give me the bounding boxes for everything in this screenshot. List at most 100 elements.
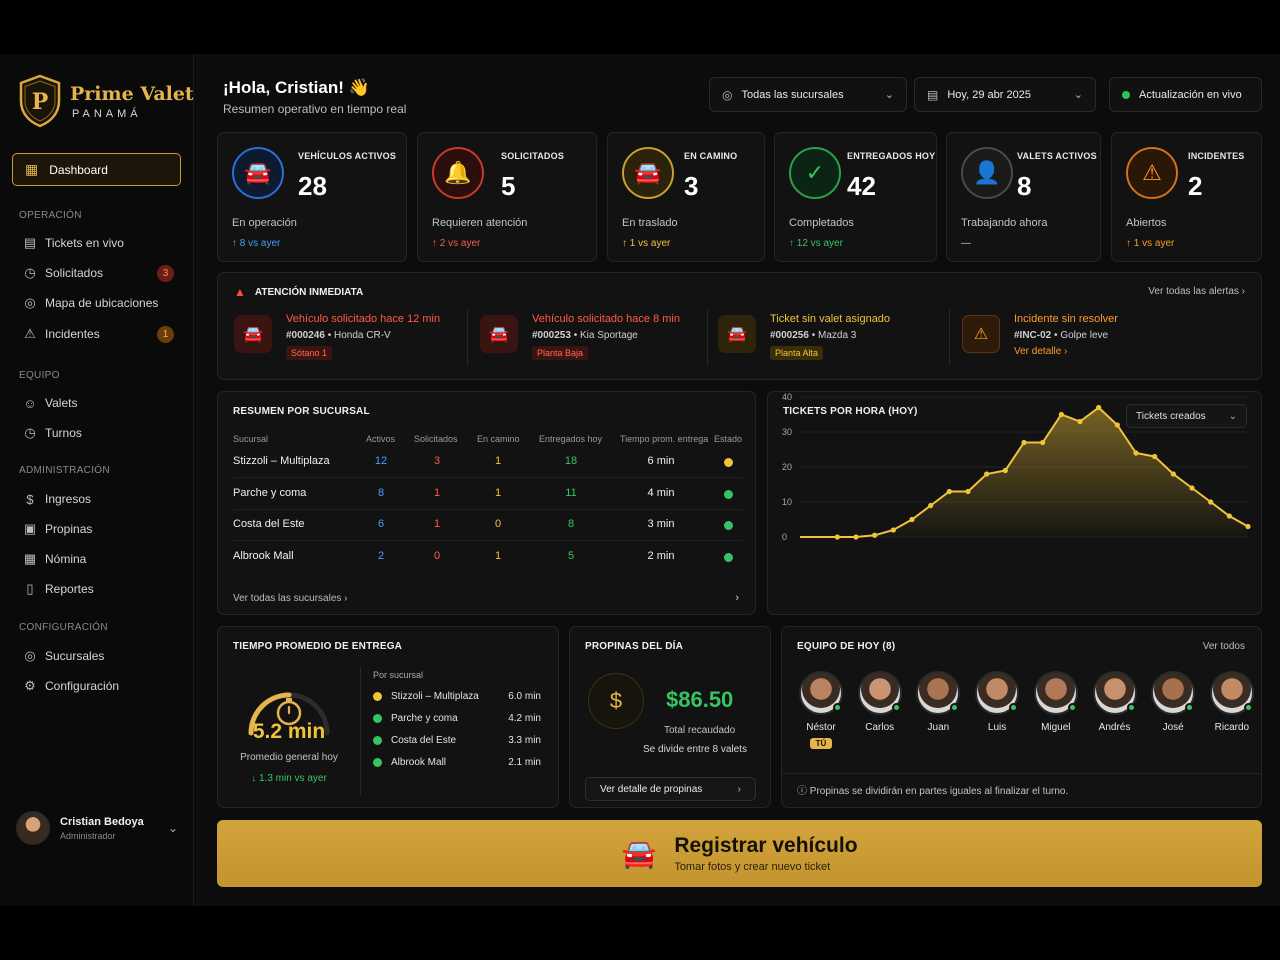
table-cell-name[interactable]: Albrook Mall	[233, 549, 294, 562]
data-point[interactable]	[872, 532, 878, 538]
brand-logo[interactable]: P Prime Valet PANAMÁ	[18, 74, 194, 128]
stat-card-valets-activos[interactable]: 👤 VALETS ACTIVOS 8 Trabajando ahora —	[946, 132, 1101, 262]
alert-item[interactable]: 🚘 Ticket sin valet asignado #000256 • Ma…	[718, 309, 950, 369]
user-name: Cristian Bedoya	[60, 815, 144, 828]
data-point[interactable]	[1096, 404, 1102, 411]
nav-section-title: OPERACIÓN	[19, 210, 82, 221]
pin-icon: ◎	[24, 648, 36, 663]
alert-title: Vehículo solicitado hace 12 min	[286, 313, 441, 325]
avatar	[1209, 671, 1254, 715]
nav-item-solicitados[interactable]: ◷ Solicitados 3	[22, 261, 180, 285]
chevron-right-icon[interactable]: ›	[735, 592, 739, 604]
alert-item[interactable]: 🚘 Vehículo solicitado hace 8 min #000253…	[480, 309, 712, 369]
alert-title: Ticket sin valet asignado	[770, 313, 891, 325]
team-member[interactable]: Miguel	[1027, 671, 1085, 733]
data-point[interactable]	[1058, 411, 1064, 418]
nav-item-configuracion[interactable]: ⚙ Configuración	[22, 674, 180, 698]
data-point[interactable]	[984, 471, 990, 477]
car-icon: 🚘	[234, 315, 272, 353]
view-all-alerts-link[interactable]: Ver todas las alertas ›	[1148, 286, 1245, 297]
column-header: Activos	[366, 434, 396, 444]
member-name: Néstor	[806, 722, 836, 733]
stat-desc: En traslado	[622, 217, 678, 229]
y-tick-label: 30	[782, 427, 792, 437]
nav-item-mapa[interactable]: ◎ Mapa de ubicaciones	[22, 291, 180, 315]
nav-item-tickets-en-vivo[interactable]: ▤ Tickets en vivo	[22, 231, 180, 255]
nav-item-propinas[interactable]: ▣ Propinas	[22, 517, 180, 541]
data-point[interactable]	[1189, 485, 1195, 491]
table-cell-name[interactable]: Costa del Este	[233, 518, 305, 530]
table-cell-name[interactable]: Parche y coma	[233, 486, 307, 499]
avatar	[1033, 671, 1078, 715]
alert-item[interactable]: 🚘 Vehículo solicitado hace 12 min #00024…	[234, 309, 466, 369]
gauge-icon	[248, 692, 330, 736]
nav-item-turnos[interactable]: ◷ Turnos	[22, 421, 180, 445]
nav-item-ingresos[interactable]: $ Ingresos	[22, 487, 180, 511]
data-point[interactable]	[965, 488, 971, 495]
date-filter-select[interactable]: ▤ Hoy, 29 abr 2025 ⌄	[914, 77, 1096, 112]
data-point[interactable]	[946, 488, 952, 495]
brand-sub: PANAMÁ	[72, 107, 142, 120]
table-cell-tiempo: 6 min	[647, 455, 675, 467]
member-name: Juan	[927, 722, 950, 733]
stat-card-solicitados[interactable]: 🔔 SOLICITADOS 5 Requieren atención ↑ 2 v…	[417, 132, 597, 262]
user-menu[interactable]: Cristian Bedoya Administrador ⌄	[16, 808, 178, 848]
branch-filter-select[interactable]: ◎ Todas las sucursales ⌄	[709, 77, 907, 112]
status-dot	[724, 552, 733, 562]
alert-ticket: #INC-02	[1014, 330, 1052, 341]
stat-desc: Trabajando ahora	[961, 217, 1048, 229]
column-header: Tiempo prom. entrega	[620, 434, 709, 444]
data-point[interactable]	[1021, 439, 1027, 446]
data-point[interactable]	[1208, 499, 1214, 505]
team-member[interactable]: José	[1144, 671, 1202, 733]
table-cell-name[interactable]: Stizzoli – Multiplaza	[233, 455, 330, 467]
nav-item-nomina[interactable]: ▦ Nómina	[22, 547, 180, 571]
data-point[interactable]	[1133, 450, 1139, 456]
data-point[interactable]	[1114, 422, 1120, 428]
team-member[interactable]: Luis	[968, 671, 1026, 733]
stat-card-incidentes[interactable]: ⚠ INCIDENTES 2 Abiertos ↑ 1 vs ayer	[1111, 132, 1262, 262]
live-update-toggle[interactable]: Actualización en vivo	[1109, 77, 1262, 112]
alert-ticket: #000253	[532, 330, 571, 341]
alert-item[interactable]: ⚠ Incidente sin resolver #INC-02 • Golpe…	[962, 309, 1222, 369]
data-point[interactable]	[909, 516, 915, 523]
stat-card-en-camino[interactable]: 🚘 EN CAMINO 3 En traslado ↑ 1 vs ayer	[607, 132, 765, 262]
tips-detail-button[interactable]: Ver detalle de propinas ›	[585, 777, 756, 801]
view-detail-link[interactable]: Ver detalle ›	[1014, 346, 1068, 357]
nav-item-incidentes[interactable]: ⚠ Incidentes 1	[22, 322, 180, 346]
wallet-icon: ▣	[23, 521, 37, 536]
stat-card-entregados-hoy[interactable]: ✓ ENTREGADOS HOY 42 Completados ↑ 12 vs …	[774, 132, 937, 262]
status-dot	[373, 714, 382, 723]
data-point[interactable]	[834, 534, 840, 540]
nav-item-dashboard[interactable]: ▦ Dashboard	[12, 153, 181, 186]
data-point[interactable]	[928, 502, 934, 509]
team-member[interactable]: Ricardo	[1203, 671, 1261, 733]
chart-metric-select[interactable]: Tickets creados ⌄	[1126, 404, 1247, 428]
nav-item-reportes[interactable]: ▯ Reportes	[22, 577, 180, 601]
nav-item-sucursales[interactable]: ◎ Sucursales	[22, 644, 180, 668]
data-point[interactable]	[1040, 439, 1046, 446]
data-point[interactable]	[1226, 513, 1232, 519]
stat-card-vehiculos-activos[interactable]: 🚘 VEHÍCULOS ACTIVOS 28 En operación ↑ 8 …	[217, 132, 407, 262]
team-member[interactable]: Juan	[909, 671, 967, 733]
alert-car: Mazda 3	[818, 330, 857, 341]
data-point[interactable]	[1077, 418, 1083, 425]
team-member[interactable]: Néstor TÚ	[792, 671, 850, 751]
data-point[interactable]	[1170, 471, 1176, 477]
register-vehicle-button[interactable]: 🚘 Registrar vehículo Tomar fotos y crear…	[217, 820, 1262, 887]
team-member[interactable]: Andrés	[1086, 671, 1144, 733]
table-cell-activos: 12	[374, 455, 388, 467]
data-point[interactable]	[1152, 453, 1158, 460]
chevron-down-icon: ⌄	[167, 821, 178, 835]
data-point[interactable]	[890, 527, 896, 533]
team-member[interactable]: Carlos	[851, 671, 909, 733]
data-point[interactable]	[1002, 467, 1008, 474]
view-all-branches-link[interactable]: Ver todas las sucursales ›	[233, 593, 348, 604]
view-all-team-link[interactable]: Ver todos	[1202, 641, 1245, 652]
table-cell-entregados: 8	[567, 518, 575, 530]
data-point[interactable]	[1245, 523, 1251, 530]
branch-name: Stizzoli – Multiplaza	[391, 691, 479, 702]
data-point[interactable]	[853, 534, 859, 540]
avatar	[857, 671, 902, 715]
nav-item-valets[interactable]: ☺ Valets	[22, 391, 180, 415]
